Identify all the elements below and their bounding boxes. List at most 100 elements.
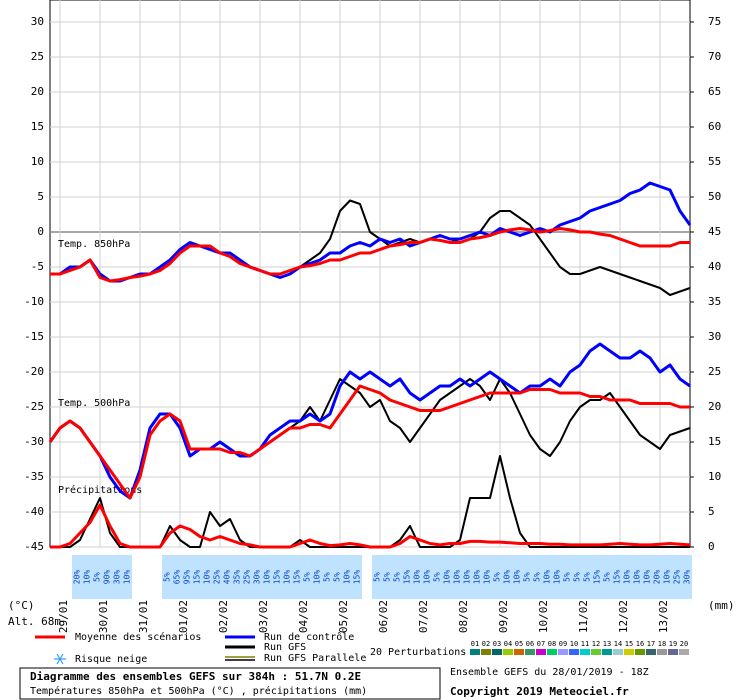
snow-risk-label: 5% bbox=[573, 572, 582, 582]
y2-tick-label: 30 bbox=[708, 330, 721, 343]
snow-risk-cell bbox=[222, 555, 232, 599]
snow-risk-cell bbox=[672, 555, 682, 599]
snow-risk-label: 5% bbox=[523, 572, 532, 582]
perturbation-swatch bbox=[569, 649, 579, 655]
snow-risk-cell bbox=[652, 555, 662, 599]
footer-copyright: Copyright 2019 Meteociel.fr bbox=[450, 685, 629, 698]
y2-tick-label: 75 bbox=[708, 15, 721, 28]
snow-risk-label: 5% bbox=[563, 572, 572, 582]
perturbation-label: 19 bbox=[669, 640, 677, 648]
perturbation-label: 20 bbox=[680, 640, 688, 648]
y-tick-label: 20 bbox=[31, 85, 44, 98]
y-tick-label: 0 bbox=[37, 225, 44, 238]
y2-tick-label: 15 bbox=[708, 435, 721, 448]
perturbation-label: 04 bbox=[504, 640, 512, 648]
legend-label: Run de contrôle bbox=[264, 631, 354, 643]
snow-risk-cell bbox=[382, 555, 392, 599]
snow-risk-label: 10% bbox=[643, 570, 652, 585]
snow-risk-label: 10% bbox=[453, 570, 462, 585]
y-tick-label: -45 bbox=[24, 540, 44, 553]
snow-risk-label: 15% bbox=[593, 570, 602, 585]
perturbation-label: 06 bbox=[526, 640, 534, 648]
y-tick-label: 15 bbox=[31, 120, 44, 133]
perturbation-swatch bbox=[668, 649, 678, 655]
series-line bbox=[50, 181, 692, 283]
snow-risk-cell bbox=[112, 555, 122, 599]
perturbation-swatch bbox=[646, 649, 656, 655]
series-line bbox=[48, 384, 690, 500]
annotation: Temp. 850hPa bbox=[58, 239, 130, 250]
snow-risk-label: 20% bbox=[653, 570, 662, 585]
snow-risk-cell bbox=[92, 555, 102, 599]
perturbation-swatch bbox=[591, 649, 601, 655]
perturbation-label: 18 bbox=[658, 640, 666, 648]
snow-risk-cell bbox=[452, 555, 462, 599]
snow-risk-cell bbox=[552, 555, 562, 599]
y2-axis-label: (mm) bbox=[708, 599, 735, 612]
snow-risk-label: 10% bbox=[623, 570, 632, 585]
perturbation-label: 05 bbox=[515, 640, 523, 648]
perturbation-label: 01 bbox=[471, 640, 479, 648]
legend-label: Run GFS bbox=[264, 642, 306, 653]
y2-tick-label: 70 bbox=[708, 50, 721, 63]
snow-risk-label: 15% bbox=[293, 570, 302, 585]
snow-risk-label: 10% bbox=[553, 570, 562, 585]
x-tick-label: 07/02 bbox=[417, 600, 430, 633]
perturbation-label: 14 bbox=[614, 640, 622, 648]
snow-risk-cell bbox=[392, 555, 402, 599]
annotation: Précipitations bbox=[58, 484, 142, 496]
snow-risk-label: 10% bbox=[283, 570, 292, 585]
snow-risk-cell bbox=[482, 555, 492, 599]
snow-risk-cell bbox=[432, 555, 442, 599]
snow-risk-cell bbox=[212, 555, 222, 599]
snow-risk-label: 10% bbox=[543, 570, 552, 585]
snow-risk-label: 10% bbox=[463, 570, 472, 585]
snow-risk-cell bbox=[562, 555, 572, 599]
snow-risk-cell bbox=[282, 555, 292, 599]
snow-risk-label: 10% bbox=[513, 570, 522, 585]
snow-risk-label: 25% bbox=[213, 570, 222, 585]
snow-risk-label: 5% bbox=[393, 572, 402, 582]
x-tick-label: 13/02 bbox=[657, 600, 670, 633]
snow-risk-label: 40% bbox=[223, 570, 232, 585]
snow-risk-cell bbox=[302, 555, 312, 599]
snow-risk-cell bbox=[172, 555, 182, 599]
perturbation-swatch bbox=[657, 649, 667, 655]
y2-tick-label: 55 bbox=[708, 155, 721, 168]
snow-risk-cell bbox=[612, 555, 622, 599]
snow-icon bbox=[54, 653, 66, 665]
snow-risk-label: 10% bbox=[633, 570, 642, 585]
perturbation-swatch bbox=[635, 649, 645, 655]
snow-risk-label: 15% bbox=[353, 570, 362, 585]
perturbation-swatch bbox=[679, 649, 689, 655]
snow-risk-cell bbox=[82, 555, 92, 599]
snow-risk-label: 10% bbox=[203, 570, 212, 585]
snow-risk-cell bbox=[232, 555, 242, 599]
perturbation-label: 16 bbox=[636, 640, 644, 648]
y-tick-label: -25 bbox=[24, 400, 44, 413]
snow-risk-cell bbox=[462, 555, 472, 599]
x-tick-label: 05/02 bbox=[337, 600, 350, 633]
perturbation-swatch bbox=[470, 649, 480, 655]
x-tick-label: 12/02 bbox=[617, 600, 630, 633]
snow-risk-cell bbox=[642, 555, 652, 599]
snow-risk-cell bbox=[412, 555, 422, 599]
snow-risk-label: 5% bbox=[163, 572, 172, 582]
y2-tick-label: 10 bbox=[708, 470, 721, 483]
altitude: Alt. 68m bbox=[8, 615, 61, 628]
snow-risk-label: 15% bbox=[273, 570, 282, 585]
snow-risk-label: 10% bbox=[123, 570, 132, 585]
snow-risk-label: 5% bbox=[433, 572, 442, 582]
perturbation-label: 02 bbox=[482, 640, 490, 648]
footer-run: Ensemble GEFS du 28/01/2019 - 18Z bbox=[450, 667, 649, 678]
snow-risk-cell bbox=[312, 555, 322, 599]
snow-risk-label: 10% bbox=[343, 570, 352, 585]
y2-tick-label: 5 bbox=[708, 505, 715, 518]
y2-tick-label: 50 bbox=[708, 190, 721, 203]
snow-risk-label: 5% bbox=[93, 572, 102, 582]
snow-risk-label: 30% bbox=[683, 570, 692, 585]
x-tick-label: 06/02 bbox=[377, 600, 390, 633]
y-tick-label: -35 bbox=[24, 470, 44, 483]
snow-risk-cell bbox=[332, 555, 342, 599]
